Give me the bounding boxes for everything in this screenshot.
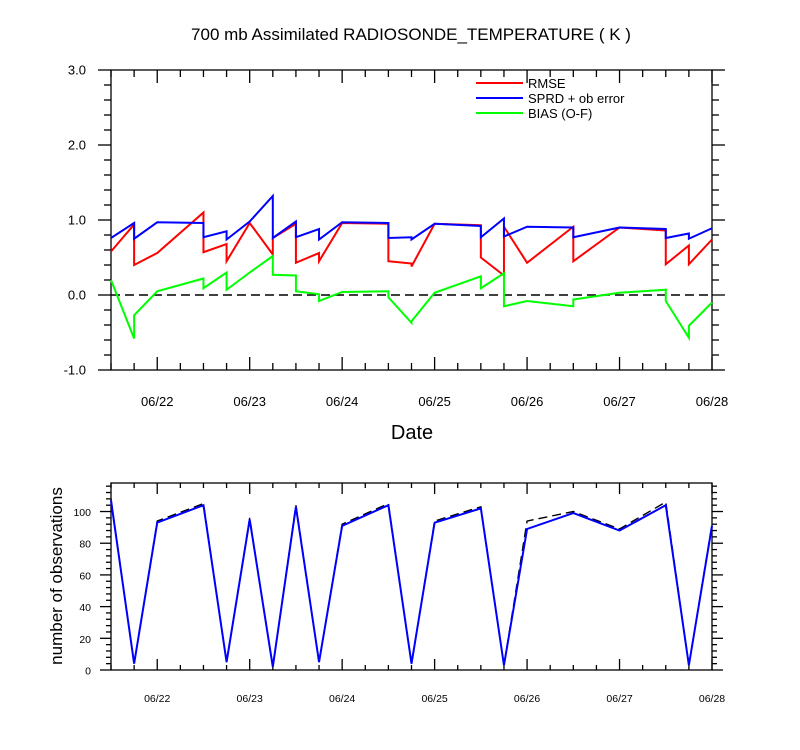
panel2-x-tick-label-06-22: 06/22 [144,693,170,705]
panel2-x-tick-label-06-27: 06/27 [606,693,632,705]
panel2-plot-frame [110,482,713,671]
panel1-x-tick-label-06-26: 06/26 [511,394,544,409]
y-axis-label-observations: number of observations [47,487,66,665]
panel1-y-tick-label-3-0: 3.0 [68,63,86,78]
panel1-x-tick-label-06-24: 06/24 [326,394,359,409]
panel2-y-tick-label-80: 80 [79,539,91,551]
panel2-y-tick-label-60: 60 [79,570,91,582]
panel1-series-line-bias-o-f [110,254,713,342]
panel2-x-tick-label-06-25: 06/25 [421,693,447,705]
top-panel: 06/22 06/23 06/24 06/25 06/26 06/27 06/28 -1.0 0… [64,63,729,410]
legend-label-sprd-ob-error: SPRD + ob error [528,91,625,106]
panel1-x-tick-label-06-27: 06/27 [603,394,636,409]
chart-title: 700 mb Assimilated RADIOSONDE_TEMPERATUR… [191,25,631,44]
bottom-panel: 06/22 06/23 06/24 06/25 06/26 06/27 06/28 0 20 40… [73,482,725,705]
panel2-y-tick-label-20: 20 [79,634,91,646]
panel1-y-tick-label-0-0: 0.0 [68,288,86,303]
panel2-y-tick-label-100: 100 [73,507,91,519]
panel1-series-line-rmse [110,210,713,278]
panel1-series-line-sprd-ob-error [110,193,713,242]
legend-label-rmse: RMSE [528,76,566,91]
panel1-x-tick-label-06-22: 06/22 [141,394,174,409]
panel2-x-tick-label-06-26: 06/26 [514,693,540,705]
panel1-x-tick-label-06-28: 06/28 [696,394,729,409]
panel2-y-tick-label-40: 40 [79,602,91,614]
panel2-series-line-possible [110,498,713,667]
panel2-x-tick-label-06-28: 06/28 [699,693,725,705]
panel2-x-tick-label-06-24: 06/24 [329,693,355,705]
panel1-x-tick-label-06-23: 06/23 [233,394,266,409]
panel2-series-line-used [110,500,713,667]
panel1-x-tick-label-06-25: 06/25 [418,394,451,409]
panel2-x-tick-label-06-23: 06/23 [237,693,263,705]
panel1-y-tick-label-1-0: -1.0 [64,363,86,378]
panel1-plot-frame [110,69,713,371]
x-axis-label: Date [391,422,433,444]
panel2-y-tick-label-0: 0 [85,666,91,678]
legend-label-bias-o-f: BIAS (O-F) [528,106,592,121]
panel1-y-tick-label-2-0: 2.0 [68,138,86,153]
panel1-y-tick-label-1-0: 1.0 [68,213,86,228]
